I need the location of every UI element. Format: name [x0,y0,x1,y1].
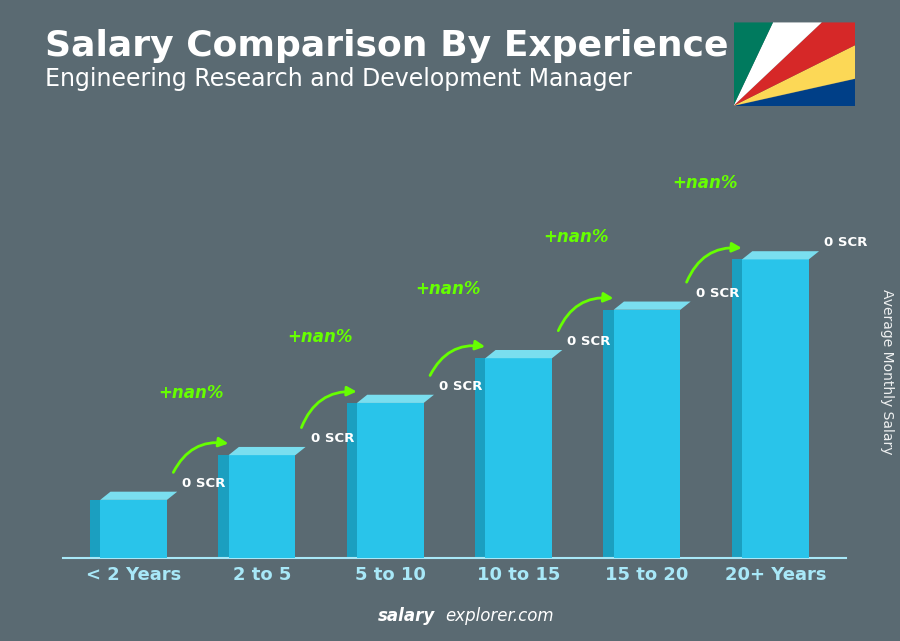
Text: 0 SCR: 0 SCR [568,335,611,348]
Text: +nan%: +nan% [287,328,353,346]
Text: Salary Comparison By Experience: Salary Comparison By Experience [45,29,728,63]
Text: +nan%: +nan% [415,280,481,298]
Polygon shape [219,455,229,558]
Text: 0 SCR: 0 SCR [824,237,868,249]
Bar [485,358,552,558]
Polygon shape [734,46,855,106]
Text: +nan%: +nan% [158,384,224,402]
Polygon shape [485,350,562,358]
Polygon shape [100,492,177,500]
Polygon shape [475,358,485,558]
Polygon shape [734,22,855,106]
Polygon shape [229,447,306,455]
Text: Engineering Research and Development Manager: Engineering Research and Development Man… [45,67,632,91]
Bar [357,403,424,558]
Text: 0 SCR: 0 SCR [696,287,739,300]
Bar [100,500,167,558]
Text: 0 SCR: 0 SCR [439,380,482,393]
Text: 0 SCR: 0 SCR [310,432,354,445]
Polygon shape [603,310,614,558]
Polygon shape [90,500,100,558]
Bar [742,260,809,558]
Polygon shape [734,22,822,106]
Polygon shape [734,79,855,106]
Polygon shape [346,403,357,558]
Bar [229,455,295,558]
Text: +nan%: +nan% [672,174,738,192]
Text: Average Monthly Salary: Average Monthly Salary [880,289,895,454]
Polygon shape [614,301,690,310]
Text: explorer.com: explorer.com [446,607,554,625]
Polygon shape [732,260,742,558]
Bar [614,310,680,558]
Text: +nan%: +nan% [544,228,609,246]
Text: salary: salary [378,607,436,625]
Polygon shape [357,395,434,403]
Text: 0 SCR: 0 SCR [183,477,226,490]
Polygon shape [742,251,819,260]
Polygon shape [734,22,773,106]
